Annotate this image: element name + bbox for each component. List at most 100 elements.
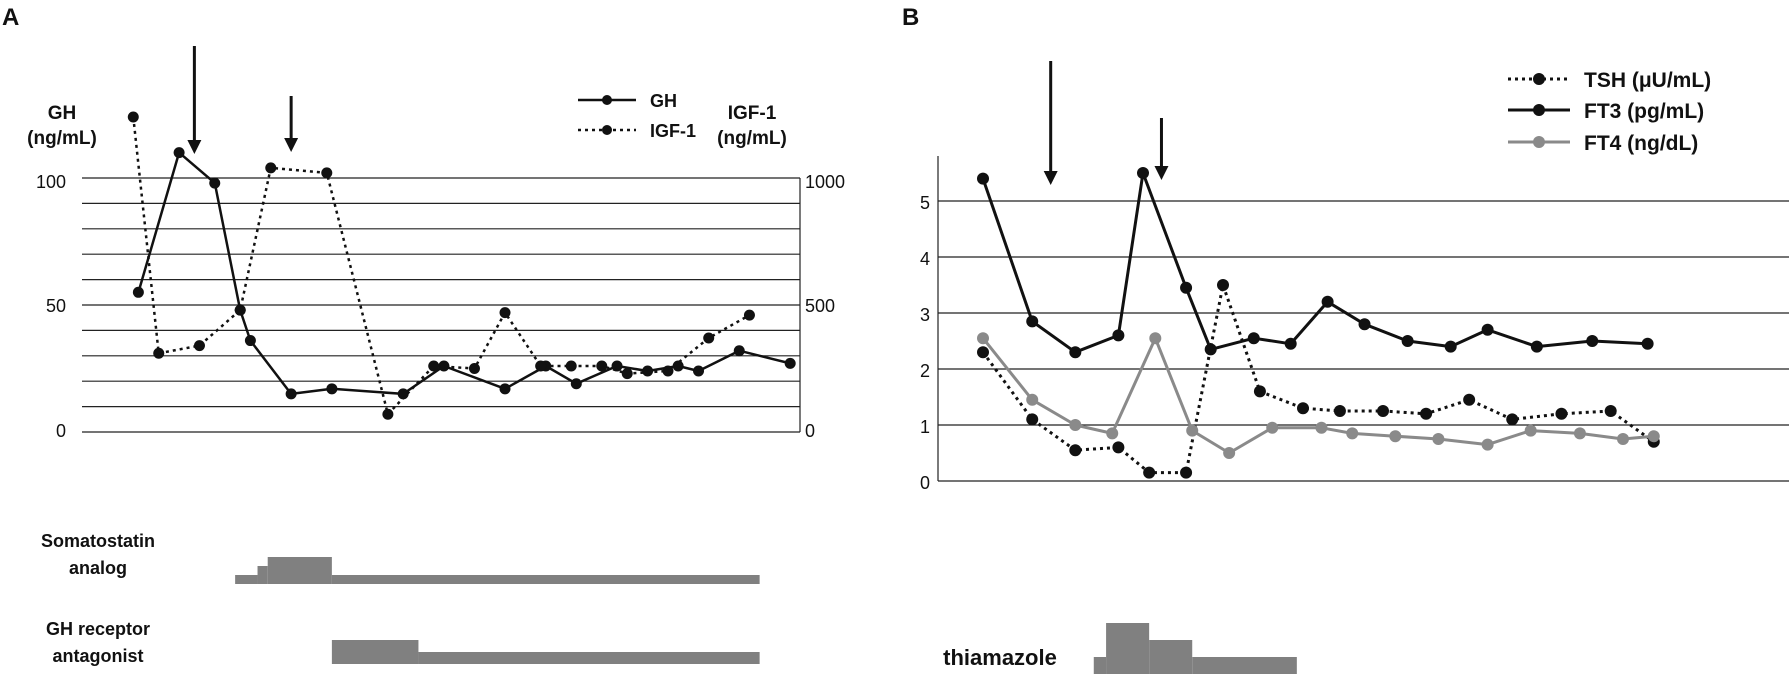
point-ft4-ng-dl-14: [1573, 427, 1586, 440]
treatment-bar-1-1: [418, 652, 760, 664]
somatostatin-label-line2: analog: [69, 558, 127, 578]
igf1-tick-500: 500: [805, 296, 835, 316]
point-ft4-ng-dl-9: [1346, 427, 1359, 440]
y-tick-4: 4: [920, 249, 930, 269]
panel-b-series: [977, 167, 1660, 479]
gh-axis-title-line2: (ng/mL): [27, 128, 97, 149]
treatment-bar-1-0: [331, 640, 419, 664]
legend-ft4-marker: [1533, 136, 1545, 148]
point-igf-1-0: [127, 111, 139, 123]
point-gh-9: [499, 383, 511, 395]
panel-b-treatment-bars: [1093, 623, 1297, 674]
point-igf-1-11: [565, 360, 577, 372]
point-ft3-pg-ml-8: [1284, 337, 1297, 350]
point-ft3-pg-ml-5: [1180, 281, 1193, 294]
point-igf-1-15: [703, 332, 715, 344]
panel-b-label: B: [902, 4, 919, 31]
gh-antagonist-label-line1: GH receptor: [46, 619, 150, 639]
point-igf-1-5: [321, 167, 333, 179]
point-ft4-ng-dl-5: [1186, 424, 1199, 437]
igf1-tick-0: 0: [805, 421, 815, 441]
legend-igf1-marker: [602, 125, 612, 135]
point-gh-6: [326, 383, 338, 395]
legend-a: GH IGF-1: [578, 91, 696, 141]
point-ft3-pg-ml-9: [1321, 295, 1334, 308]
point-igf-1-6: [382, 408, 394, 420]
point-gh-13: [642, 365, 654, 377]
y-tick-1: 1: [920, 417, 930, 437]
point-ft3-pg-ml-14: [1530, 340, 1543, 353]
legend-gh-label: GH: [650, 91, 677, 111]
point-igf-1-13: [621, 368, 633, 380]
gh-tick-0: 0: [56, 421, 66, 441]
panel-a: A GH (ng/mL) IGF-1 (ng/mL) 100 50 0 1000…: [2, 4, 845, 666]
point-ft3-pg-ml-7: [1247, 332, 1260, 345]
point-gh-4: [244, 335, 256, 347]
point-ft4-ng-dl-13: [1524, 424, 1537, 437]
point-ft3-pg-ml-0: [977, 172, 989, 185]
point-igf-1-12: [596, 360, 608, 372]
point-ft3-pg-ml-4: [1137, 167, 1149, 179]
point-tsh-u-ml-14: [1555, 407, 1568, 420]
point-ft4-ng-dl-7: [1266, 421, 1279, 434]
point-gh-2: [209, 177, 221, 189]
igf1-axis-title-line2: (ng/mL): [717, 128, 787, 149]
point-tsh-u-ml-10: [1377, 405, 1389, 417]
point-ft4-ng-dl-12: [1481, 438, 1494, 451]
panel-a-gridlines: [82, 177, 801, 433]
point-tsh-u-ml-15: [1604, 405, 1617, 417]
point-igf-1-3: [234, 304, 246, 316]
point-ft3-pg-ml-3: [1112, 329, 1125, 342]
point-gh-11: [570, 378, 582, 390]
arrow-head-cyber-knife: [284, 138, 299, 152]
gh-antagonist-label-line2: antagonist: [52, 646, 143, 666]
arrow-head-surgical-operation: [187, 140, 202, 154]
point-ft3-pg-ml-15: [1586, 335, 1599, 347]
y-tick-2: 2: [920, 361, 930, 381]
igf1-axis-title-line1: IGF-1: [728, 103, 777, 124]
point-ft4-ng-dl-4: [1149, 332, 1162, 345]
point-tsh-u-ml-0: [977, 346, 989, 359]
point-tsh-u-ml-13: [1506, 413, 1519, 426]
point-ft4-ng-dl-0: [977, 332, 989, 345]
point-tsh-u-ml-1: [1026, 413, 1039, 426]
point-ft3-pg-ml-1: [1026, 315, 1039, 328]
point-ft4-ng-dl-15: [1617, 433, 1629, 445]
point-igf-1-9: [499, 307, 511, 319]
arrow-head-cyber-knife: [1154, 166, 1169, 180]
point-tsh-u-ml-5: [1180, 466, 1193, 479]
igf1-tick-1000: 1000: [805, 172, 845, 192]
point-gh-1: [173, 147, 185, 159]
point-igf-1-16: [743, 309, 755, 321]
point-ft4-ng-dl-3: [1106, 427, 1119, 440]
point-tsh-u-ml-6: [1217, 279, 1229, 291]
point-tsh-u-ml-12: [1463, 393, 1476, 406]
point-igf-1-4: [265, 162, 277, 174]
gh-axis-title-line1: GH: [48, 103, 77, 124]
treatment-bar-0-0: [235, 575, 258, 584]
point-tsh-u-ml-2: [1069, 444, 1082, 457]
panel-a-label: A: [2, 4, 19, 31]
y-tick-0: 0: [920, 473, 930, 493]
point-igf-1-1: [153, 347, 165, 359]
y-tick-3: 3: [920, 305, 930, 325]
treatment-bar-0-0: [1093, 657, 1107, 674]
panel-a-annotations: [187, 46, 299, 154]
point-ft3-pg-ml-10: [1358, 318, 1371, 331]
point-ft3-pg-ml-6: [1204, 343, 1217, 356]
legend-b: TSH (μU/mL) FT3 (pg/mL) FT4 (ng/dL): [1508, 69, 1711, 155]
gh-tick-100: 100: [36, 172, 66, 192]
point-tsh-u-ml-3: [1112, 441, 1125, 454]
point-igf-1-10: [535, 360, 547, 372]
point-ft3-pg-ml-13: [1481, 323, 1494, 336]
point-gh-5: [285, 388, 297, 400]
panel-b: B 5 4 3 2 1 0 TSH (μU/mL) FT3 (pg/mL) FT…: [902, 4, 1789, 674]
y-tick-5: 5: [920, 193, 930, 213]
panel-a-series: [127, 111, 796, 420]
legend-ft4-label: FT4 (ng/dL): [1584, 132, 1698, 155]
thiamazole-label: thiamazole: [943, 645, 1057, 670]
point-gh-16: [733, 345, 745, 357]
point-igf-1-14: [662, 365, 674, 377]
panel-b-annotations: [1043, 61, 1169, 185]
